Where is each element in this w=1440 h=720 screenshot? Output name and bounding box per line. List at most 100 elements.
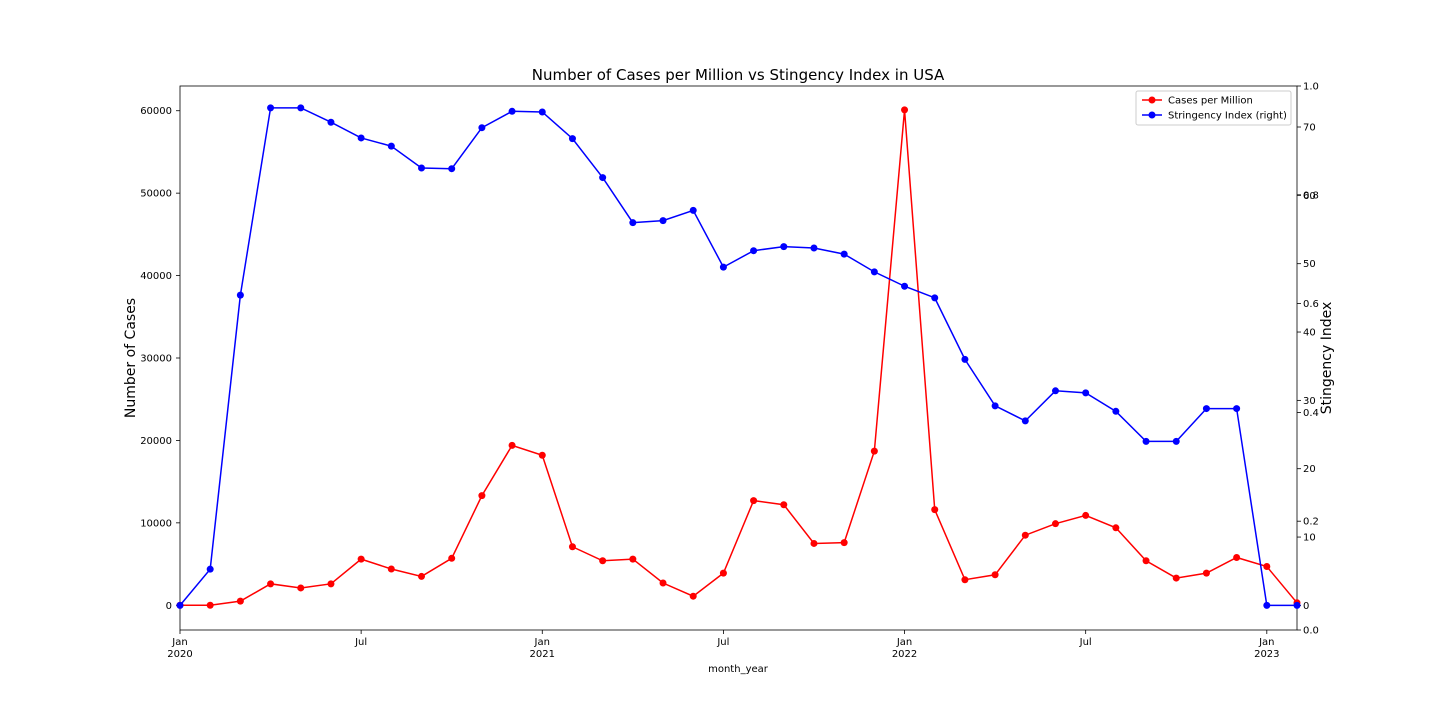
y3-tick-label: 0.2 bbox=[1303, 517, 1319, 528]
series-0-point bbox=[1233, 553, 1241, 561]
series-0-point bbox=[418, 572, 426, 580]
y2-tick-label: 50 bbox=[1303, 259, 1316, 270]
series-1-point bbox=[1082, 389, 1090, 397]
series-1-point bbox=[991, 402, 999, 410]
series-0-point bbox=[659, 579, 667, 587]
y3-tick-label: 0.8 bbox=[1303, 190, 1319, 201]
y3-tick-label: 0.4 bbox=[1303, 408, 1319, 419]
plot-frame bbox=[179, 85, 1298, 631]
series-1-point bbox=[659, 217, 667, 225]
x-tick-label: Jan bbox=[896, 637, 912, 648]
series-0-point bbox=[1263, 563, 1271, 571]
series-0-point bbox=[901, 106, 909, 114]
legend-label: Cases per Million bbox=[1168, 96, 1253, 107]
y-tick-label: 50000 bbox=[140, 189, 172, 200]
series-0-point bbox=[1082, 511, 1090, 519]
series-1-point bbox=[1051, 387, 1059, 395]
series-1-point bbox=[780, 243, 788, 251]
x-tick-year-label: 2023 bbox=[1254, 649, 1279, 660]
x-tick-year-label: 2020 bbox=[167, 649, 192, 660]
series-0-point bbox=[750, 497, 758, 505]
series-1-point bbox=[1202, 405, 1210, 413]
x-tick-year-label: 2021 bbox=[530, 649, 555, 660]
y-axis-left: 0 10000 20000 30000 40000 50000 60000 bbox=[140, 106, 180, 612]
series-line-1 bbox=[179, 107, 1297, 607]
y-tick-label: 40000 bbox=[140, 271, 172, 282]
series-0-point bbox=[1142, 557, 1150, 565]
series-1-point bbox=[1293, 601, 1301, 609]
series-1-point bbox=[538, 108, 546, 116]
x-tick-label: Jan bbox=[1258, 637, 1274, 648]
series-1-point bbox=[327, 118, 335, 126]
series-0-point bbox=[1172, 574, 1180, 582]
series-1-point bbox=[508, 107, 516, 115]
y3-tick-label: 0.0 bbox=[1303, 626, 1319, 637]
series-line-0 bbox=[180, 109, 1298, 607]
y-axis-label-right: Stingency Index bbox=[1319, 302, 1335, 415]
series-0-point bbox=[387, 565, 395, 573]
y2-tick-label: 20 bbox=[1303, 464, 1316, 475]
series-0-point bbox=[599, 557, 607, 565]
series-1-point bbox=[206, 565, 214, 573]
series-0-point bbox=[870, 447, 878, 455]
series-0-point bbox=[991, 571, 999, 579]
series-1-point bbox=[599, 174, 607, 182]
series-1-point bbox=[1172, 437, 1180, 445]
x-tick-year-label: 2022 bbox=[892, 649, 917, 660]
y-axis-right-secondary: 0.0 0.2 0.4 0.6 0.8 1.0 bbox=[1297, 82, 1319, 637]
legend-box bbox=[1135, 90, 1292, 126]
series-1-point bbox=[478, 124, 486, 132]
plot-area bbox=[179, 85, 1298, 631]
series-0-point bbox=[236, 597, 244, 605]
series-0-point bbox=[538, 451, 546, 459]
y3-tick-label: 0.6 bbox=[1303, 299, 1319, 310]
y2-tick-label: 70 bbox=[1303, 123, 1316, 134]
series-0-point bbox=[810, 539, 818, 547]
series-1-point bbox=[1233, 405, 1241, 413]
series-1-point bbox=[750, 247, 758, 255]
y-axis-right: 0 10 20 30 40 50 60 70 bbox=[1297, 123, 1316, 612]
series-0-point bbox=[1021, 531, 1029, 539]
series-layer bbox=[176, 104, 1301, 609]
series-1-point bbox=[1263, 601, 1271, 609]
series-0-point bbox=[327, 580, 335, 588]
y-tick-label: 60000 bbox=[140, 106, 172, 117]
series-1-point bbox=[961, 355, 969, 363]
x-tick-label: Jul bbox=[354, 637, 367, 648]
series-1-point bbox=[297, 104, 305, 112]
series-1-point bbox=[931, 294, 939, 302]
series-1-point bbox=[870, 268, 878, 276]
series-1-point bbox=[236, 291, 244, 299]
series-0-point bbox=[931, 506, 939, 514]
series-0-point bbox=[629, 555, 637, 563]
series-1-point bbox=[448, 165, 456, 173]
series-1-point bbox=[1142, 437, 1150, 445]
legend-label: Stringency Index (right) bbox=[1168, 111, 1287, 122]
y2-tick-label: 30 bbox=[1303, 396, 1316, 407]
series-0-point bbox=[568, 543, 576, 551]
series-0-point bbox=[1051, 520, 1059, 528]
series-0-point bbox=[1112, 524, 1120, 532]
x-tick-label: Jul bbox=[716, 637, 729, 648]
y3-tick-label: 1.0 bbox=[1303, 82, 1319, 93]
series-1-point bbox=[357, 134, 365, 142]
y-tick-label: 0 bbox=[166, 601, 172, 612]
series-0-point bbox=[297, 584, 305, 592]
series-0-point bbox=[508, 441, 516, 449]
y2-tick-label: 0 bbox=[1303, 601, 1309, 612]
legend: Cases per Million Stringency Index (right… bbox=[1135, 90, 1292, 126]
chart-title: Number of Cases per Million vs Stingency… bbox=[532, 66, 945, 84]
series-0-point bbox=[840, 539, 848, 547]
series-0-point bbox=[780, 501, 788, 509]
y2-tick-label: 10 bbox=[1303, 533, 1316, 544]
series-1-point bbox=[1021, 417, 1029, 425]
series-1-point bbox=[418, 164, 426, 172]
y-tick-label: 20000 bbox=[140, 436, 172, 447]
series-0-point bbox=[448, 554, 456, 562]
series-1-point bbox=[810, 244, 818, 252]
series-0-point bbox=[478, 492, 486, 500]
y-axis-label-left: Number of Cases bbox=[123, 298, 139, 418]
series-0-point bbox=[719, 569, 727, 577]
